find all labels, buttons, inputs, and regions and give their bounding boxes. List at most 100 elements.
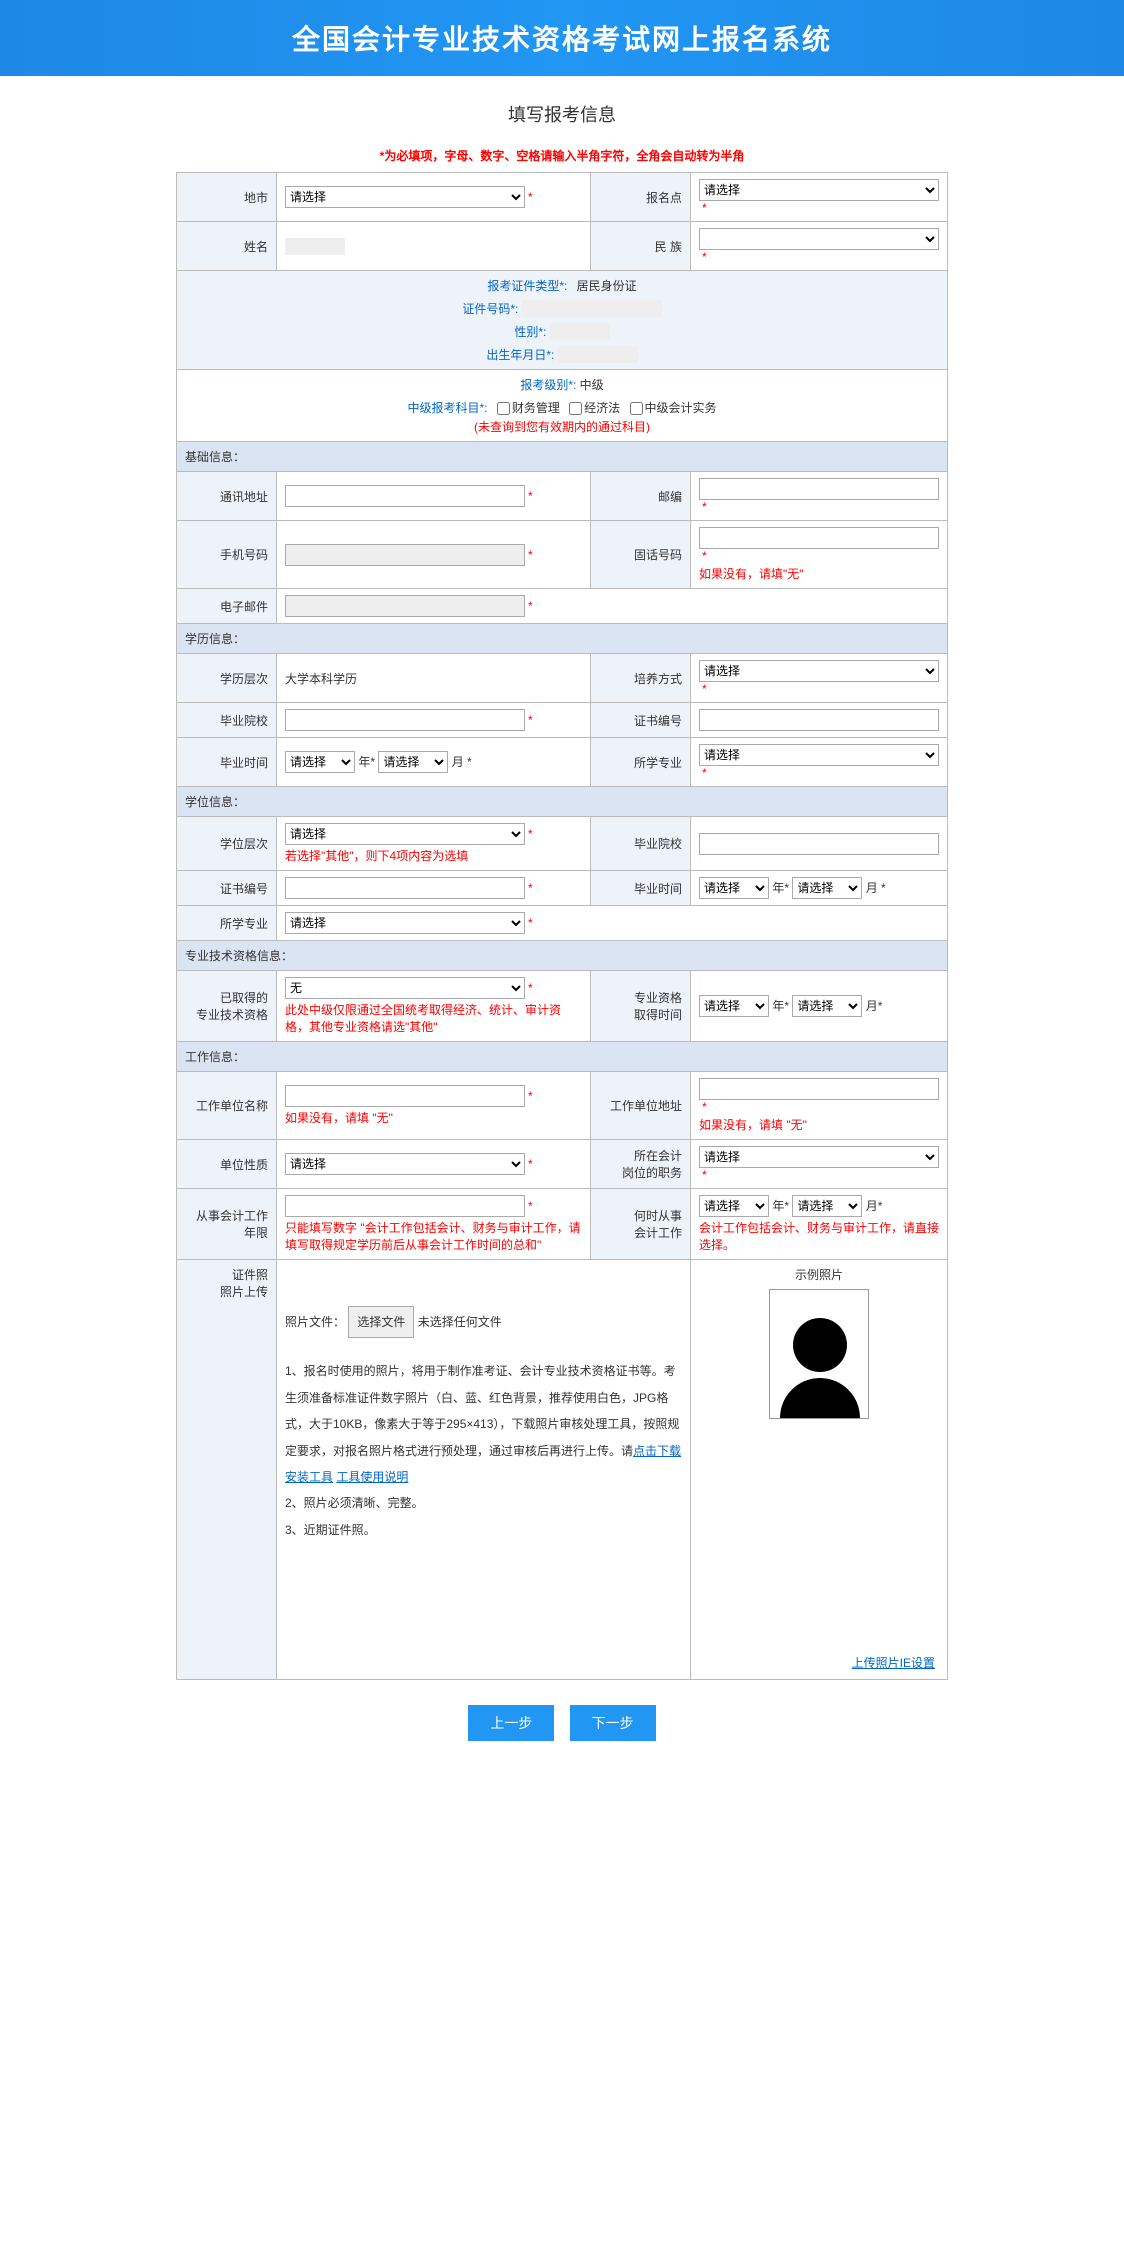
work-addr-input[interactable] [699,1078,939,1100]
id-number-value [522,300,662,317]
edu-year-select[interactable]: 请选择 [285,751,355,773]
site-select[interactable]: 请选择 [699,179,939,201]
work-unit-note: 如果没有，请填 "无" [285,1109,582,1126]
next-button[interactable]: 下一步 [570,1705,656,1741]
button-row: 上一步 下一步 [176,1705,948,1741]
degree-major-label: 所学专业 [177,906,277,941]
subject-2: 经济法 [584,401,620,415]
addr-input[interactable] [285,485,525,507]
zip-input[interactable] [699,478,939,500]
subject-checkbox-2[interactable] [569,402,582,415]
edu-level-value: 大学本科学历 [285,672,357,686]
id-type-value: 居民身份证 [577,279,637,293]
birth-label: 出生年月日*: [486,348,554,362]
work-pos-select[interactable]: 请选择 [699,1146,939,1168]
edu-certno-label: 证书编号 [591,703,691,738]
degree-school-input[interactable] [699,833,939,855]
tel-input[interactable] [699,527,939,549]
degree-level-select[interactable]: 请选择 [285,823,525,845]
name-label: 姓名 [177,222,277,271]
required-star: * [528,190,533,204]
required-star: * [702,201,707,215]
work-addr-note: 如果没有，请填 "无" [699,1116,939,1133]
file-status: 未选择任何文件 [418,1315,502,1329]
work-unit-input[interactable] [285,1085,525,1107]
gender-value [550,323,610,340]
edu-certno-input[interactable] [699,709,939,731]
page-header: 全国会计专业技术资格考试网上报名系统 [0,0,1124,76]
edu-major-select[interactable]: 请选择 [699,744,939,766]
sample-label: 示例照片 [699,1266,939,1283]
level-block: 报考级别*: 中级 中级报考科目*: 财务管理 经济法 中级会计实务 (未查询到… [177,370,948,442]
photo-instruction-1: 1、报名时使用的照片，将用于制作准考证、会计专业技术资格证书等。考生须准备标准证… [285,1358,682,1490]
email-label: 电子邮件 [177,589,277,624]
work-nature-select[interactable]: 请选择 [285,1153,525,1175]
sample-photo-area: 示例照片 上传照片IE设置 [691,1260,948,1680]
section-pro: 专业技术资格信息： [177,941,948,971]
pro-time-label: 专业资格取得时间 [591,971,691,1042]
degree-level-note: 若选择"其他"，则下4项内容为选填 [285,847,582,864]
site-cell: 请选择* [691,173,948,222]
edu-gradtime-label: 毕业时间 [177,738,277,787]
work-year-select[interactable]: 请选择 [699,1195,769,1217]
work-years-label: 从事会计工作年限 [177,1189,277,1260]
ie-settings-link[interactable]: 上传照片IE设置 [852,1654,935,1671]
section-degree: 学位信息： [177,787,948,817]
work-years-note: 只能填写数字 "会计工作包括会计、财务与审计工作，请填写取得规定学历前后从事会计… [285,1219,582,1253]
tel-note: 如果没有，请填"无" [699,565,939,582]
subject-label: 中级报考科目*: [407,401,487,415]
required-star: * [702,250,707,264]
section-edu: 学历信息： [177,624,948,654]
subject-checkbox-1[interactable] [497,402,510,415]
city-label: 地市 [177,173,277,222]
section-basic: 基础信息： [177,442,948,472]
pro-obtained-label: 已取得的专业技术资格 [177,971,277,1042]
registration-form: 地市 请选择* 报名点 请选择* 姓名 民 族 * 报考证件类型*: 居民身份证… [176,172,948,1680]
edu-major-label: 所学专业 [591,738,691,787]
edu-mode-label: 培养方式 [591,654,691,703]
degree-school-label: 毕业院校 [591,817,691,871]
degree-certno-input[interactable] [285,877,525,899]
city-select[interactable]: 请选择 [285,186,525,208]
work-addr-label: 工作单位地址 [591,1072,691,1140]
degree-month-select[interactable]: 请选择 [792,877,862,899]
work-month-select[interactable]: 请选择 [792,1195,862,1217]
mobile-label: 手机号码 [177,521,277,589]
degree-level-label: 学位层次 [177,817,277,871]
tool-instruction-link[interactable]: 工具使用说明 [336,1470,408,1484]
edu-mode-select[interactable]: 请选择 [699,660,939,682]
edu-month-select[interactable]: 请选择 [378,751,448,773]
degree-certno-label: 证书编号 [177,871,277,906]
degree-major-select[interactable]: 请选择 [285,912,525,934]
edu-school-input[interactable] [285,709,525,731]
nation-label: 民 族 [591,222,691,271]
photo-label: 证件照照片上传 [177,1260,277,1680]
city-cell: 请选择* [277,173,591,222]
sample-photo [769,1289,869,1419]
photo-instruction-2: 2、照片必须清晰、完整。 [285,1490,682,1516]
subject-3: 中级会计实务 [645,401,717,415]
id-type-label: 报考证件类型*: [487,279,567,293]
photo-instruction-3: 3、近期证件照。 [285,1517,682,1543]
subject-checkbox-3[interactable] [630,402,643,415]
work-unit-label: 工作单位名称 [177,1072,277,1140]
email-input[interactable] [285,595,525,617]
addr-label: 通讯地址 [177,472,277,521]
choose-file-button[interactable]: 选择文件 [348,1306,414,1338]
pro-obtained-select[interactable]: 无 [285,977,525,999]
pro-month-select[interactable]: 请选择 [792,995,862,1017]
level-label: 报考级别*: [520,378,576,392]
work-pos-label: 所在会计岗位的职务 [591,1140,691,1189]
mobile-input[interactable] [285,544,525,566]
name-cell [277,222,591,271]
degree-year-select[interactable]: 请选择 [699,877,769,899]
nation-select[interactable] [699,228,939,250]
prev-button[interactable]: 上一步 [468,1705,554,1741]
pro-obtained-note: 此处中级仅限通过全国统考取得经济、统计、审计资格，其他专业资格请选"其他" [285,1001,582,1035]
pro-year-select[interactable]: 请选择 [699,995,769,1017]
work-years-input[interactable] [285,1195,525,1217]
site-label: 报名点 [591,173,691,222]
form-hint: *为必填项，字母、数字、空格请输入半角字符，全角会自动转为半角 [176,147,948,164]
page-title: 填写报考信息 [0,101,1124,127]
tel-label: 固话号码 [591,521,691,589]
